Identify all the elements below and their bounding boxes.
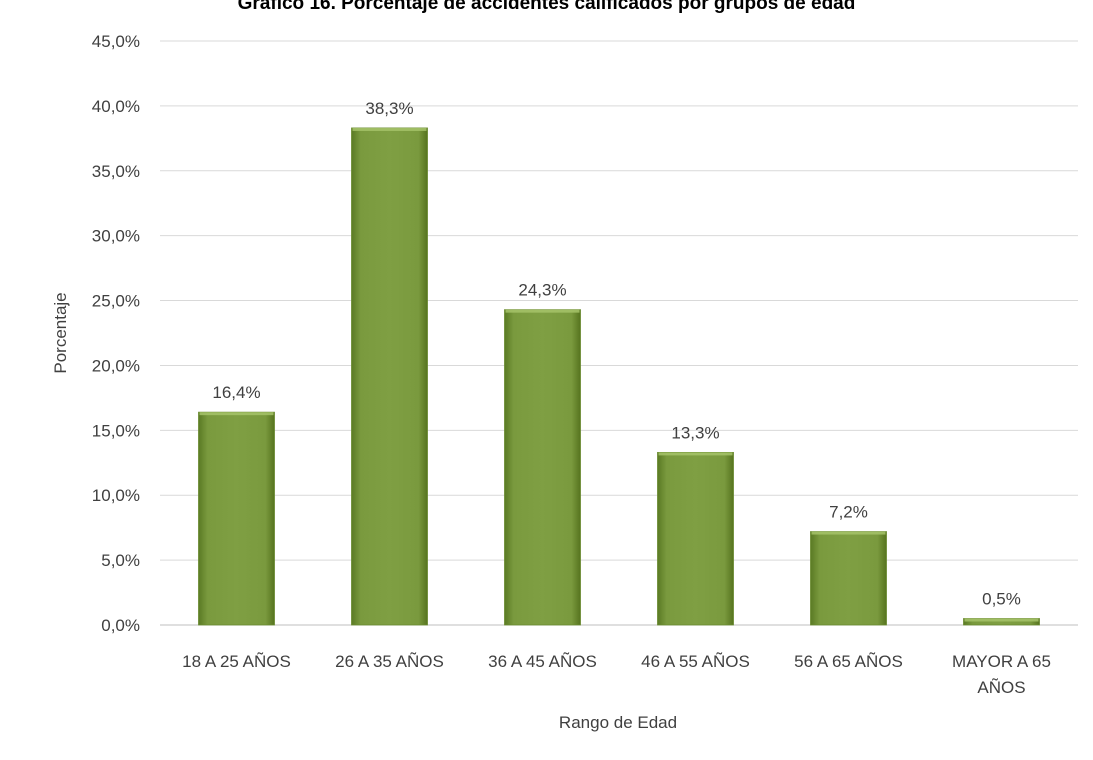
data-label: 7,2% xyxy=(829,503,868,522)
bar xyxy=(504,309,581,626)
y-tick-label: 20,0% xyxy=(92,356,140,375)
bar-highlight xyxy=(658,452,733,456)
x-tick-label: 46 A 55 AÑOS xyxy=(641,652,750,671)
y-tick-label: 40,0% xyxy=(92,97,140,116)
bar xyxy=(351,127,428,626)
bar-highlight xyxy=(811,531,886,535)
x-tick-label: 36 A 45 AÑOS xyxy=(488,652,597,671)
x-tick-label: AÑOS xyxy=(977,678,1025,697)
data-label: 16,4% xyxy=(212,383,260,402)
data-label: 0,5% xyxy=(982,590,1021,609)
bar-highlight xyxy=(352,127,427,131)
bar-highlight xyxy=(199,412,274,416)
chart-title: Gráfico 16. Porcentaje de accidentes cal… xyxy=(237,0,856,14)
x-tick-label: 18 A 25 AÑOS xyxy=(182,652,291,671)
y-tick-label: 0,0% xyxy=(101,616,140,635)
data-labels: 16,4% 38,3% 24,3% 13,3% 7,2% 0,5% xyxy=(212,99,1020,609)
gridlines xyxy=(160,40,1078,626)
x-tick-label: 56 A 65 AÑOS xyxy=(794,652,903,671)
data-label: 24,3% xyxy=(518,281,566,300)
bar-highlight xyxy=(505,309,580,313)
data-label: 38,3% xyxy=(365,99,413,118)
y-tick-label: 45,0% xyxy=(92,32,140,51)
bar xyxy=(810,531,887,626)
bar xyxy=(198,411,275,626)
y-tick-label: 10,0% xyxy=(92,486,140,505)
y-tick-label: 15,0% xyxy=(92,421,140,440)
y-axis-ticks: 0,0% 5,0% 10,0% 15,0% 20,0% 25,0% 30,0% 35,0% 40… xyxy=(92,32,140,635)
x-tick-label: MAYOR A 65 xyxy=(952,652,1051,671)
bar xyxy=(657,451,734,626)
x-axis-ticks: 18 A 25 AÑOS 26 A 35 AÑOS 36 A 45 AÑOS 46 A… xyxy=(182,652,1051,697)
bar-highlight xyxy=(964,618,1039,622)
x-axis-label: Rango de Edad xyxy=(559,713,677,732)
y-tick-label: 5,0% xyxy=(101,551,140,570)
data-label: 13,3% xyxy=(671,423,719,442)
y-tick-label: 25,0% xyxy=(92,292,140,311)
y-tick-label: 30,0% xyxy=(92,227,140,246)
y-tick-label: 35,0% xyxy=(92,162,140,181)
bars xyxy=(198,127,1040,626)
y-axis-label: Porcentaje xyxy=(51,292,70,373)
x-tick-label: 26 A 35 AÑOS xyxy=(335,652,444,671)
